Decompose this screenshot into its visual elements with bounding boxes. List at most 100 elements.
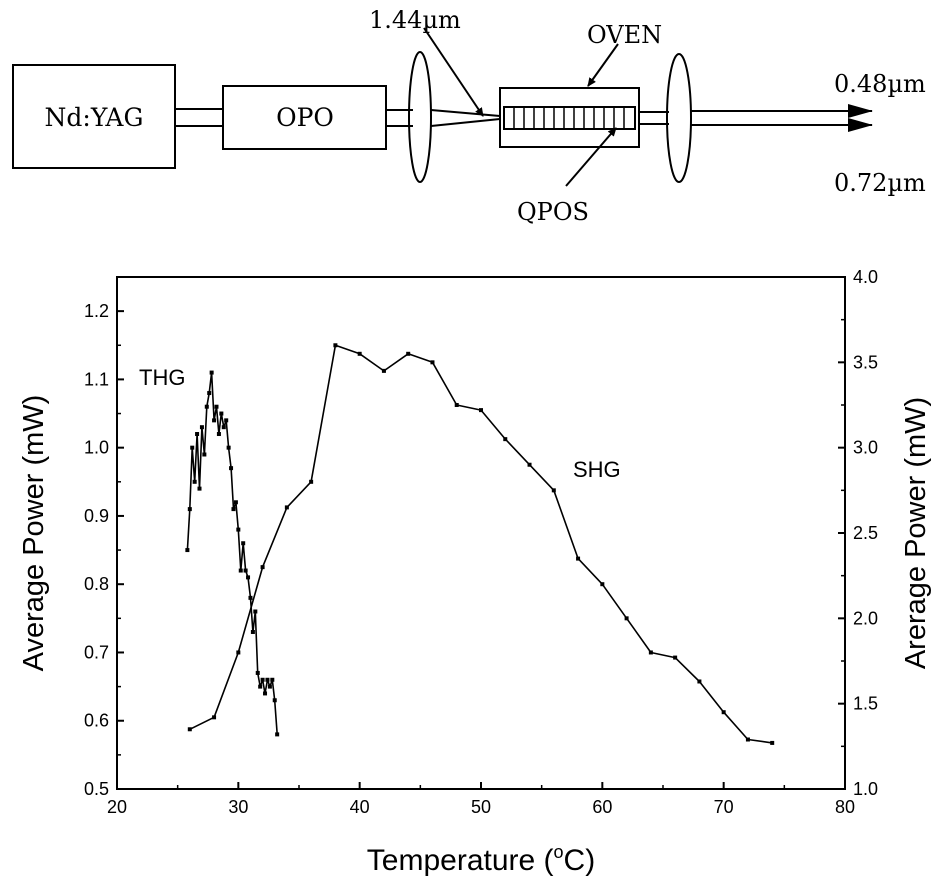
y-right-axis-ticks: 1.0 1.5 2.0 2.5 3.0 3.5 4.0 [838,267,878,799]
x-tick-label: 70 [714,797,734,817]
y-left-axis-label: Average Power (mW) [18,395,50,672]
thg-data-point [248,595,253,600]
x-axis-label: Temperature (oC) [367,842,595,877]
thg-data-point [207,391,212,396]
thg-data-point [236,527,241,532]
qpos-label: QPOS [517,198,589,226]
y-left-tick-label: 0.8 [84,574,109,594]
ndyag-label: Nd:YAG [45,103,144,132]
thg-data-point [246,575,251,580]
thg-data-point [209,370,214,375]
thg-data-point [195,432,200,437]
thg-data-point [221,425,226,430]
shg-data-point [260,565,265,570]
shg-data-point [721,710,726,715]
thg-data-point [243,568,248,573]
thg-data-point [250,629,255,634]
x-tick-label: 40 [350,797,370,817]
thg-data-point [214,404,219,409]
y-left-tick-label: 0.5 [84,779,109,799]
plot-frame [116,276,846,790]
thg-data-point [229,466,234,471]
opo-box [222,85,387,150]
thg-data-point [187,507,192,512]
x-tick-label: 20 [107,797,127,817]
setup-diagram: Nd:YAG OPO [12,27,873,187]
shg-data-point [454,403,459,407]
oven-box [499,87,640,148]
thg-data-point [265,677,270,682]
thg-data-point [224,418,229,423]
thg-data-point [258,684,263,689]
chart: 20 30 40 50 60 70 80 0.50.60.70.80.91.01.11.2 … [18,267,932,877]
thg-data-point [231,507,236,512]
qpos-crystal [503,106,636,130]
thg-data-point [204,404,209,409]
opo-label: OPO [276,103,334,132]
shg-data-point [212,715,217,720]
thg-data-point [216,432,221,437]
y-right-tick-label: 2.0 [853,608,878,628]
shg-data-point [236,650,241,655]
annotation-thg: THG [139,365,185,390]
thg-data-point [202,452,207,457]
shg-data-point [309,479,314,484]
y-left-axis-ticks: 0.5 0.6 0.7 0.8 0.9 1.0 1.1 1.2 [84,276,124,799]
thg-data-point [253,609,258,614]
shg-data-point [406,351,411,356]
thg-data-point [197,486,202,491]
beam-focus-bottom [430,118,501,127]
thg-data-point [260,677,265,682]
shg-data-point [673,655,678,660]
output-wavelength-2-label: 0.72µm [834,169,926,197]
y-left-tick-label: 0.7 [84,642,109,662]
thg-data-point [233,500,238,505]
thg-data-point [199,425,204,430]
shg-data-point [600,582,605,587]
shg-data-point [551,488,556,493]
x-tick-label: 60 [592,797,612,817]
shg-series-line [189,344,773,744]
y-right-axis-label: Arerage Power (mW) [900,397,932,669]
y-left-tick-label: 1.0 [84,438,109,458]
thg-data-point [272,698,277,703]
shg-data-point [187,727,192,732]
y-left-tick-label: 1.2 [84,301,109,321]
oven-label: OVEN [587,21,662,49]
y-right-tick-label: 3.5 [853,352,878,372]
y-right-tick-label: 2.5 [853,523,878,543]
shg-data-point [381,368,386,373]
x-tick-label: 30 [228,797,248,817]
shg-data-point [770,740,775,745]
y-right-tick-label: 1.5 [853,694,878,714]
thg-data-point [219,411,224,416]
y-left-tick-label: 0.6 [84,711,109,731]
thg-data-point [267,684,272,689]
pointer-qpos [565,127,617,187]
shg-data-point [576,556,581,561]
output-wavelength-1-label: 0.48µm [834,70,926,98]
shg-data-point [479,408,483,413]
shg-data-point [333,343,338,348]
shg-data-point [503,437,508,442]
series-layer [185,343,775,745]
shg-data-point [284,505,289,510]
thg-data-point [275,732,280,737]
thg-data-point [192,479,197,484]
y-left-tick-label: 1.1 [84,369,109,389]
focusing-lens [408,51,432,183]
thg-data-point [212,418,217,423]
collimating-lens [666,53,692,183]
shg-data-point [697,679,702,684]
shg-data-point [745,737,750,742]
thg-data-point [226,445,231,450]
pointer-oven [587,43,619,87]
thg-data-point [255,670,260,675]
thg-data-point [270,677,275,682]
ndyag-box [12,64,176,169]
shg-data-point [430,360,435,365]
shg-data-point [624,616,629,621]
y-right-tick-label: 1.0 [853,779,878,799]
y-right-tick-label: 4.0 [853,267,878,287]
